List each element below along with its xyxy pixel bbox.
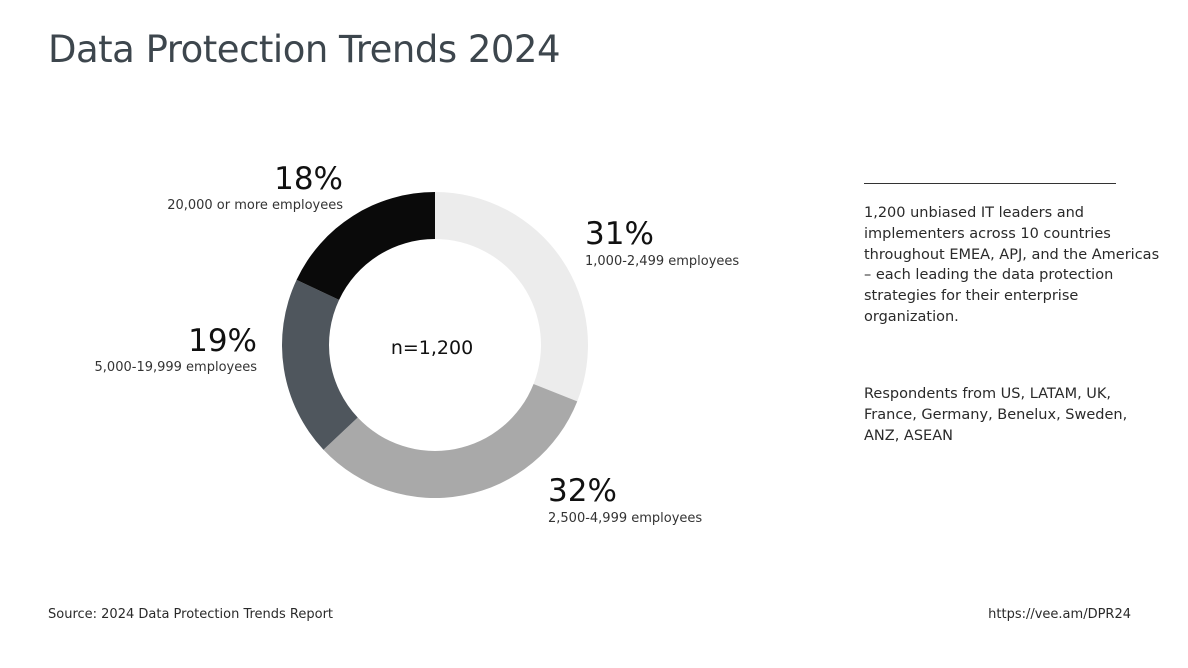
- slice-value-label-18: 18%: [274, 161, 343, 197]
- source-note: Source: 2024 Data Protection Trends Repo…: [48, 607, 334, 622]
- donut-labels: 31% 1,000-2,499 employees 32% 2,500-4,99…: [95, 161, 740, 526]
- slice-value-label-19: 19%: [188, 323, 257, 359]
- slice-category-label-19: 5,000-19,999 employees: [95, 360, 258, 375]
- slice-category-label-18: 20,000 or more employees: [167, 198, 343, 213]
- donut-slices: [282, 192, 588, 498]
- donut-slice-32pct: [323, 384, 578, 498]
- page-title: Data Protection Trends 2024: [48, 28, 561, 71]
- donut-center-label: n=1,200: [391, 337, 473, 359]
- side-panel-divider: [864, 183, 1116, 184]
- side-panel-description: 1,200 unbiased IT leaders and implemente…: [864, 205, 1160, 325]
- slice-value-label-32: 32%: [548, 473, 617, 509]
- slice-category-label-31: 1,000-2,499 employees: [585, 254, 739, 269]
- donut-slice-19pct: [282, 279, 358, 450]
- donut-slice-18pct: [296, 192, 435, 300]
- slice-value-label-31: 31%: [585, 216, 654, 252]
- side-panel-respondents: Respondents from US, LATAM, UK, France, …: [864, 386, 1128, 444]
- slice-category-label-32: 2,500-4,999 employees: [548, 511, 702, 526]
- report-link[interactable]: https://vee.am/DPR24: [988, 607, 1131, 622]
- donut-slice-31pct: [435, 192, 588, 402]
